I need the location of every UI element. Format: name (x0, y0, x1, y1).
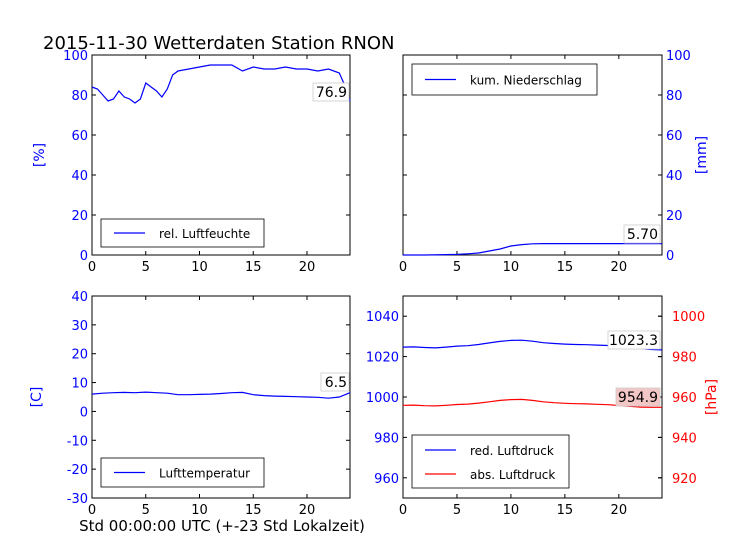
current-value-box (320, 372, 350, 392)
legend-label: red. Luftdruck (470, 444, 554, 458)
y-axis-label: [%] (32, 143, 48, 167)
legend-label: rel. Luftfeuchte (159, 227, 250, 241)
y-tick-label: 100 (63, 49, 88, 64)
x-tick-label: 20 (611, 503, 628, 518)
current-value: 76.9 (316, 85, 347, 101)
plot-frame (91, 295, 351, 499)
y-tick-label: 1020 (366, 351, 399, 366)
x-tick-label: 20 (611, 260, 628, 275)
y-tick-label: 1000 (366, 391, 399, 406)
y-tick-label: 60 (666, 129, 683, 144)
figure-title: 2015-11-30 Wetterdaten Station RNON (43, 33, 394, 54)
y-tick-label: -30 (67, 492, 88, 507)
y2-axis-label: [hPa] (704, 379, 720, 415)
temperature-panel: 0 5 10 15 20 -30 -20 -10 0 10 20 30 40 [C] 6.5 Lufttemp… (29, 290, 351, 518)
x-tick-label: 5 (453, 260, 461, 275)
x-tick-label: 5 (453, 503, 461, 518)
y-tick-label: -20 (67, 463, 88, 478)
x-tick-label: 10 (191, 503, 208, 518)
y-tick-label: 60 (71, 129, 88, 144)
x-axis-label: Std 00:00:00 UTC (+-23 Std Lokalzeit) (79, 517, 365, 535)
current-value-box (607, 330, 661, 350)
y-axis-label: [C] (29, 387, 45, 408)
y-tick-label: 20 (666, 209, 683, 224)
y-tick-label: 0 (80, 249, 88, 264)
x-tick-label: 0 (88, 503, 96, 518)
current-value: 954.9 (618, 390, 658, 406)
y-tick-label: 40 (71, 290, 88, 305)
legend-label: Lufttemperatur (159, 467, 250, 481)
y2-tick-label: 920 (672, 472, 697, 487)
legend-label: abs. Luftdruck (470, 468, 555, 482)
legend-box (411, 434, 570, 489)
legend-label: kum. Niederschlag (470, 74, 582, 88)
x-tick-label: 5 (142, 503, 150, 518)
x-tick-label: 0 (399, 260, 407, 275)
x-tick-label: 20 (299, 260, 316, 275)
x-tick-label: 10 (191, 260, 208, 275)
y-tick-label: 0 (666, 249, 674, 264)
y2-tick-label: 960 (672, 391, 697, 406)
current-value-box (623, 224, 661, 244)
y-tick-label: 40 (666, 169, 683, 184)
x-tick-label: 10 (503, 260, 520, 275)
y-tick-label: 20 (71, 209, 88, 224)
humidity-panel: 0 5 10 15 20 0 20 40 60 80 100 [%] 76.9 rel. Luftfeuc… (32, 49, 351, 275)
y-tick-label: 980 (374, 431, 399, 446)
y-tick-label: 10 (71, 377, 88, 392)
series-line (403, 243, 662, 256)
x-tick-label: 15 (557, 260, 574, 275)
x-tick-label: 0 (399, 503, 407, 518)
y-tick-label: -10 (67, 434, 88, 449)
y-axis-label: [mm] (694, 136, 710, 174)
y-tick-label: 80 (71, 89, 88, 104)
y-tick-label: 1040 (366, 310, 399, 325)
plot-frame (402, 54, 663, 256)
y2-tick-label: 980 (672, 351, 697, 366)
current-value-box (312, 82, 350, 102)
x-tick-label: 15 (557, 503, 574, 518)
y-tick-label: 80 (666, 89, 683, 104)
precipitation-panel: 0 5 10 15 20 0 20 40 60 80 100 [mm] 5.70 kum. Nieders… (399, 49, 710, 275)
y-tick-label: 20 (71, 348, 88, 363)
x-tick-label: 15 (245, 503, 262, 518)
x-tick-label: 20 (299, 503, 316, 518)
current-value: 5.70 (627, 227, 658, 243)
x-tick-label: 5 (142, 260, 150, 275)
current-value-box (615, 387, 661, 407)
y-tick-label: 960 (374, 472, 399, 487)
series-line (91, 64, 351, 104)
current-value: 1023.3 (609, 333, 658, 349)
pressure-panel: 0 5 10 15 20 960 980 1000 1020 1040 920 940 960 980 10… (366, 295, 720, 518)
x-tick-label: 0 (88, 260, 96, 275)
y-tick-label: 30 (71, 319, 88, 334)
x-tick-label: 15 (245, 260, 262, 275)
y-tick-label: 0 (80, 405, 88, 420)
y-tick-label: 100 (666, 49, 691, 64)
y2-tick-label: 1000 (672, 310, 705, 325)
plot-frame (91, 54, 351, 256)
y2-tick-label: 940 (672, 431, 697, 446)
current-value: 6.5 (325, 375, 347, 391)
y-tick-label: 40 (71, 169, 88, 184)
x-tick-label: 10 (503, 503, 520, 518)
series-line (91, 391, 351, 399)
